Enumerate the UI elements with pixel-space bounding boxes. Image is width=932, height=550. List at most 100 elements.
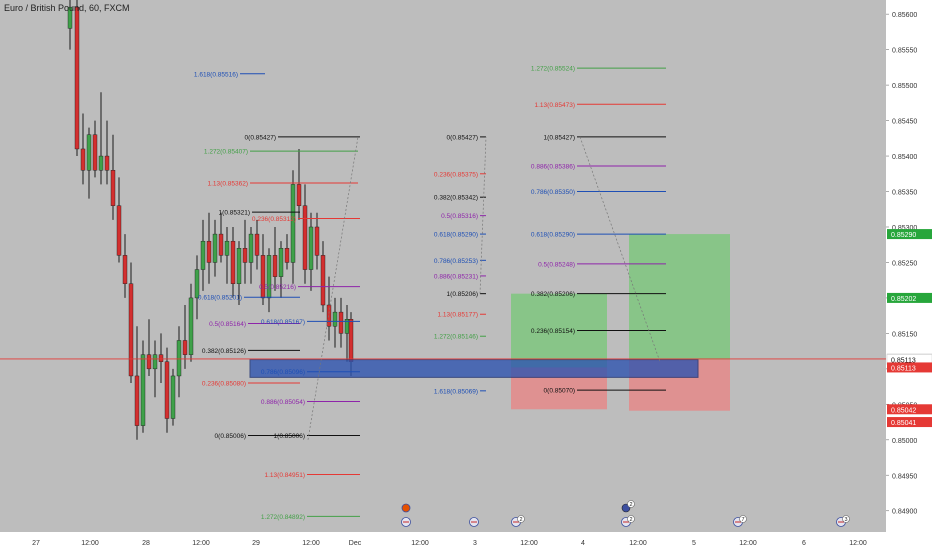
candle-up [98, 155, 104, 171]
candle-up [67, 6, 73, 29]
time-tick-label: 27 [32, 540, 40, 547]
fib-level-label: 1.13(0.85362) [208, 181, 248, 188]
fib-level-label: 0(0.85427) [245, 134, 276, 141]
candle-down [110, 170, 116, 206]
fib-level-label: 0.5(0.85316) [441, 213, 478, 220]
price-tick-label: 0.85300 [892, 225, 917, 232]
fib-level-label: 1.272(0.85146) [434, 334, 478, 341]
time-tick-label: 28 [142, 540, 150, 547]
fib-level-label: 1(0.85206) [447, 291, 478, 298]
fib-level-label: 0.786(0.85096) [261, 369, 305, 376]
candle-down [206, 240, 212, 263]
candle-up [86, 134, 92, 171]
price-tick-label: 0.84950 [892, 473, 917, 480]
candle-up [308, 226, 314, 270]
time-tick-label: 3 [473, 540, 477, 547]
time-tick-label: 5 [692, 540, 696, 547]
fib-level-label: 0.236(0.85154) [531, 328, 575, 335]
candle-down [296, 184, 302, 206]
candle-up [278, 248, 284, 277]
fib-level-label: 0(0.85006) [215, 433, 246, 440]
time-tick-label: 12:00 [411, 540, 429, 547]
fib-level-label: 1.272(0.85407) [204, 149, 248, 156]
event-count-badge [517, 515, 525, 523]
price-badge-label: 0.85113 [891, 365, 916, 372]
candle-down [104, 155, 110, 171]
price-tick-label: 0.85450 [892, 119, 917, 126]
price-tick-label: 0.85400 [892, 154, 917, 161]
candle-down [260, 255, 266, 299]
symbol-title[interactable]: Euro / British Pound, 60, FXCM [4, 3, 130, 13]
candle-up [290, 184, 296, 263]
candle-up [266, 255, 272, 299]
event-count-label: 7 [741, 517, 744, 523]
fib-level-label: 0.236(0.85375) [434, 171, 478, 178]
chart-background [0, 0, 886, 532]
candle-up [176, 340, 182, 377]
fib-level-label: 0.886(0.85054) [261, 399, 305, 406]
fib-level-label: 1.13(0.85473) [535, 102, 575, 109]
candle-up [224, 240, 230, 256]
time-tick-label: Dec [349, 540, 362, 547]
candle-down [254, 233, 260, 256]
candle-down [218, 233, 224, 256]
candle-up [200, 240, 206, 270]
fib-level-label: 1.13(0.85177) [438, 312, 478, 319]
time-tick-label: 29 [252, 540, 260, 547]
price-tick-label: 0.85150 [892, 331, 917, 338]
price-tick-label: 0.85250 [892, 260, 917, 267]
fib-level-label: 0.236(0.85080) [202, 381, 246, 388]
candle-down [128, 283, 134, 377]
candle-up [332, 311, 338, 327]
price-badge-label: 0.85290 [891, 232, 916, 239]
price-tick-label: 0.84900 [892, 509, 917, 516]
price-badge-label: 0.85041 [891, 420, 916, 427]
candle-down [242, 248, 248, 263]
demand-zone [249, 359, 699, 378]
time-tick-label: 12:00 [520, 540, 538, 547]
candle-up [248, 233, 254, 263]
fib-level-label: 1.618(0.85516) [194, 71, 238, 78]
event-count-label: 2 [519, 517, 522, 523]
price-badge [887, 229, 932, 240]
candle-down [158, 354, 164, 362]
fib-level-label: 1(0.85321) [219, 210, 250, 217]
price-tick-label: 0.85000 [892, 438, 917, 445]
price-tick-label: 0.85550 [892, 48, 917, 55]
price-badge-label: 0.85042 [891, 407, 916, 414]
time-tick-label: 12:00 [192, 540, 210, 547]
candle-down [230, 240, 236, 284]
fib-level-label: 1.618(0.85069) [434, 388, 478, 395]
time-tick-label: 4 [581, 540, 585, 547]
fib-level-label: 0.786(0.85350) [531, 189, 575, 196]
candle-up [170, 375, 176, 419]
time-tick-label: 12:00 [81, 540, 99, 547]
price-tick-label: 0.85350 [892, 190, 917, 197]
price-badge-label: 0.85113 [891, 358, 916, 365]
time-axis-panel [0, 532, 886, 550]
event-count-label: 2 [629, 502, 632, 508]
fib-level-label: 0.786(0.85253) [434, 258, 478, 265]
time-tick-label: 12:00 [849, 540, 867, 547]
event-count-label: 3 [844, 517, 847, 523]
event-count-badge [842, 515, 850, 523]
event-flag-icon [401, 503, 411, 513]
time-tick-label: 12:00 [629, 540, 647, 547]
price-badge [887, 417, 932, 428]
time-tick-label: 12:00 [739, 540, 757, 547]
time-tick-label: 12:00 [302, 540, 320, 547]
price-badge [887, 362, 932, 373]
candle-down [182, 340, 188, 355]
price-tick-label: 0.85500 [892, 83, 917, 90]
event-count-badge [627, 500, 635, 508]
candle-down [338, 311, 344, 334]
fib-level-label: 1.272(0.84892) [261, 514, 305, 521]
fib-level-label: 1.272(0.85524) [531, 66, 575, 73]
candle-down [314, 226, 320, 256]
candle-up [212, 233, 218, 263]
candle-down [284, 248, 290, 263]
candle-down [134, 375, 140, 426]
fib-level-label: 0.382(0.85206) [531, 291, 575, 298]
candle-up [188, 297, 194, 355]
